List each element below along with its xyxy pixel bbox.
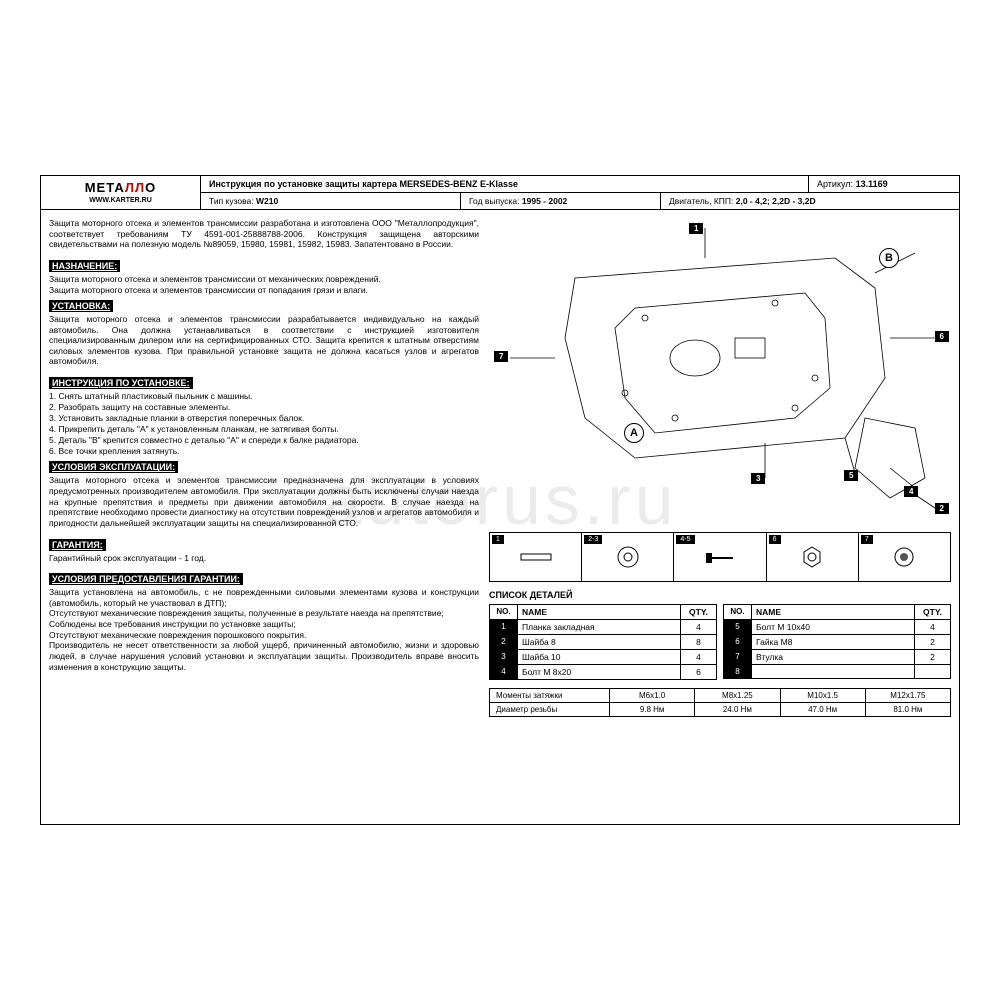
callout-2: 2 — [935, 503, 949, 514]
callout-3: 3 — [751, 473, 765, 484]
instr-item: 6. Все точки крепления затянуть. — [49, 446, 479, 457]
warranty-header: ГАРАНТИЯ: — [49, 539, 106, 551]
col-hdr: QTY. — [681, 605, 716, 619]
install-text: Защита моторного отсека и элементов тран… — [49, 314, 479, 367]
part-row: 6Гайка М82 — [723, 635, 951, 650]
legend-num: 2-3 — [584, 535, 602, 544]
warranty-text: Гарантийный срок эксплуатации - 1 год. — [49, 553, 479, 564]
torque-table: Моменты затяжки M6x1.0 M8x1.25 M10x1.5 M… — [489, 688, 951, 717]
part-row: 4Болт М 8x206 — [489, 665, 717, 680]
col-hdr: NAME — [518, 605, 681, 619]
col-hdr: NAME — [752, 605, 915, 619]
conditions-text: Защита моторного отсека и элементов тран… — [49, 475, 479, 528]
instr-item: 2. Разобрать защиту на составные элемент… — [49, 402, 479, 413]
legend-num: 6 — [769, 535, 781, 544]
callout-6: 6 — [935, 331, 949, 342]
intro-text: Защита моторного отсека и элементов тран… — [49, 218, 479, 250]
warranty-cond-header: УСЛОВИЯ ПРЕДОСТАВЛЕНИЯ ГАРАНТИИ: — [49, 573, 243, 585]
part-row: 8 — [723, 665, 951, 679]
purpose-line: Защита моторного отсека и элементов тран… — [49, 285, 479, 296]
article: Артикул: 13.1169 — [809, 176, 959, 192]
part-row: 5Болт М 10x404 — [723, 620, 951, 635]
col-hdr: QTY. — [915, 605, 950, 619]
document-page: МЕТАЛЛО WWW.KARTER.RU Инструкция по уста… — [40, 175, 960, 825]
conditions-header: УСЛОВИЯ ЭКСПЛУАТАЦИИ: — [49, 461, 178, 473]
year: Год выпуска: 1995 - 2002 — [461, 193, 661, 209]
instr-item: 4. Прикрепить деталь "А" к установленным… — [49, 424, 479, 435]
col-hdr: NO. — [724, 605, 752, 619]
purpose-header: НАЗНАЧЕНИЕ: — [49, 260, 120, 272]
logo-box: МЕТАЛЛО WWW.KARTER.RU — [41, 176, 201, 209]
parts-legend: 1 2-3 4-5 6 7 — [489, 532, 951, 582]
engine: Двигатель, КПП: 2,0 - 4,2; 2,2D - 3,2D — [661, 193, 959, 209]
warranty-cond-text: Защита установлена на автомобиль, с не п… — [49, 587, 479, 672]
part-row: 3Шайба 104 — [489, 650, 717, 665]
part-row: 2Шайба 88 — [489, 635, 717, 650]
part-row: 7Втулка2 — [723, 650, 951, 665]
instr-item: 5. Деталь "В" крепится совместно с детал… — [49, 435, 479, 446]
text-column: Защита моторного отсека и элементов тран… — [49, 218, 479, 717]
callout-1: 1 — [689, 223, 703, 234]
legend-num: 7 — [861, 535, 873, 544]
diagram-column: 1 7 6 3 5 4 2 A B 1 2-3 4-5 6 7 СПИСОК Д… — [489, 218, 951, 717]
instr-item: 1. Снять штатный пластиковый пыльник с м… — [49, 391, 479, 402]
instr-item: 3. Установить закладные планки в отверст… — [49, 413, 479, 424]
callout-7: 7 — [494, 351, 508, 362]
callout-4: 4 — [904, 486, 918, 497]
callout-5: 5 — [844, 470, 858, 481]
tq-label: Моменты затяжки — [490, 689, 610, 702]
circle-b: B — [879, 248, 899, 268]
legend-num: 1 — [492, 535, 504, 544]
logo: МЕТАЛЛО — [45, 180, 196, 195]
doc-title: Инструкция по установке защиты картера M… — [201, 176, 809, 192]
col-hdr: NO. — [490, 605, 518, 619]
logo-url: WWW.KARTER.RU — [45, 197, 196, 204]
circle-a: A — [624, 423, 644, 443]
body-type: Тип кузова: W210 — [201, 193, 461, 209]
parts-table: NO.NAMEQTY. 1Планка закладная4 2Шайба 88… — [489, 604, 951, 680]
assembly-diagram: 1 7 6 3 5 4 2 A B — [489, 218, 951, 528]
purpose-line: Защита моторного отсека и элементов тран… — [49, 274, 479, 285]
header: МЕТАЛЛО WWW.KARTER.RU Инструкция по уста… — [41, 176, 959, 210]
parts-title: СПИСОК ДЕТАЛЕЙ — [489, 590, 951, 600]
install-header: УСТАНОВКА: — [49, 300, 113, 312]
part-row: 1Планка закладная4 — [489, 620, 717, 635]
instructions-header: ИНСТРУКЦИЯ ПО УСТАНОВКЕ: — [49, 377, 193, 389]
legend-num: 4-5 — [676, 535, 694, 544]
tq-label: Диаметр резьбы — [490, 703, 610, 716]
